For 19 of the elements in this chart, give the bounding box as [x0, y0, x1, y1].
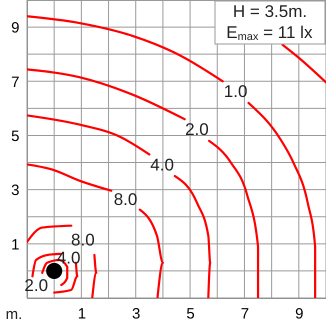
series-label: 4.0 [56, 248, 80, 268]
series-label: 2.0 [24, 276, 48, 295]
series-label: 2.0 [185, 120, 209, 140]
y-tick-label: 7 [11, 74, 20, 91]
x-tick-label: 3 [132, 306, 140, 322]
series-label: 1.0 [224, 82, 248, 102]
series-label: 8.0 [114, 190, 138, 210]
y-tick-label: 1 [11, 236, 20, 254]
y-tick-label: 9 [11, 20, 20, 37]
y-tick-label: 3 [11, 182, 20, 200]
x-tick-label: 9 [295, 306, 304, 322]
series-label: 4.0 [150, 155, 174, 174]
x-tick-label: 1 [78, 306, 86, 322]
x-tick-label: 5 [186, 306, 195, 322]
y-tick-label: 5 [11, 128, 20, 145]
x-axis-title: m. [6, 306, 22, 323]
x-tick-label: 7 [240, 306, 250, 322]
series-label: 8.0 [71, 230, 95, 250]
annotation: H = 3.5m. [232, 2, 308, 21]
